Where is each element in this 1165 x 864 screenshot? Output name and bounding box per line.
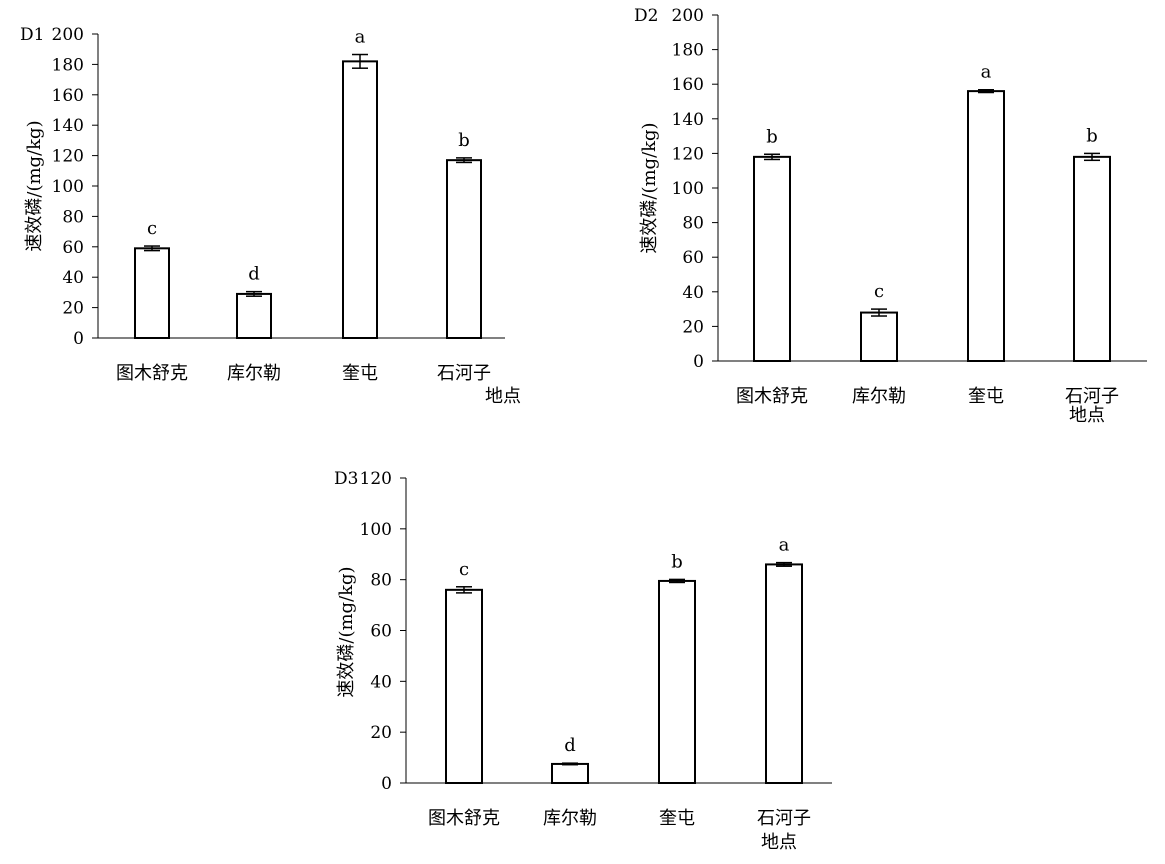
bar bbox=[753, 155, 791, 362]
significance-label: c bbox=[874, 281, 884, 302]
y-tick-label: 40 bbox=[682, 283, 704, 303]
y-tick-label: 100 bbox=[360, 520, 392, 540]
bar bbox=[967, 90, 1005, 363]
bar bbox=[446, 159, 482, 339]
significance-label: b bbox=[766, 126, 778, 147]
y-tick-label: 200 bbox=[52, 25, 84, 45]
significance-label: c bbox=[459, 559, 469, 580]
bar bbox=[342, 60, 378, 340]
y-tick-label: 20 bbox=[682, 317, 704, 337]
bar bbox=[658, 579, 696, 784]
y-tick-label: 0 bbox=[693, 352, 704, 372]
x-axis-label: 地点 bbox=[485, 386, 521, 407]
y-axis-label: 速效磷/(mg/kg) bbox=[24, 120, 45, 251]
y-tick-label: 120 bbox=[360, 469, 392, 489]
x-tick-label: 石河子 bbox=[1065, 386, 1119, 407]
x-tick-label: 奎屯 bbox=[342, 363, 378, 384]
x-tick-label: 图木舒克 bbox=[428, 808, 500, 829]
y-tick-label: 100 bbox=[52, 177, 84, 197]
y-tick-label: 40 bbox=[62, 268, 84, 288]
bar bbox=[236, 292, 272, 340]
y-tick-label: 20 bbox=[62, 299, 84, 319]
y-tick-label: 160 bbox=[672, 75, 704, 95]
x-axis-label: 地点 bbox=[1069, 405, 1105, 426]
significance-label: a bbox=[981, 62, 992, 83]
x-tick-label: 库尔勒 bbox=[543, 808, 597, 829]
significance-label: d bbox=[248, 264, 260, 285]
x-tick-label: 库尔勒 bbox=[227, 363, 281, 384]
y-tick-label: 200 bbox=[672, 6, 704, 26]
y-tick-label: 60 bbox=[370, 622, 392, 642]
y-tick-label: 40 bbox=[370, 672, 392, 692]
significance-label: d bbox=[564, 735, 576, 756]
chart-panel-d1: 0 20 40 60 80 100 120 140 160 180 200 D1 速效磷/(mg/kg)… bbox=[20, 25, 521, 407]
significance-label: a bbox=[779, 535, 790, 556]
significance-label: c bbox=[147, 218, 157, 239]
y-tick-label: 0 bbox=[73, 329, 84, 349]
y-tick-label: 120 bbox=[52, 147, 84, 167]
y-tick-label: 80 bbox=[682, 214, 704, 234]
x-tick-label: 奎屯 bbox=[659, 808, 695, 829]
panel-label: D2 bbox=[634, 6, 658, 26]
x-tick-label: 奎屯 bbox=[968, 386, 1004, 407]
x-tick-label: 石河子 bbox=[437, 363, 491, 384]
y-tick-label: 140 bbox=[672, 110, 704, 130]
y-tick-label: 120 bbox=[672, 144, 704, 164]
significance-label: b bbox=[671, 551, 683, 572]
y-axis-label: 速效磷/(mg/kg) bbox=[336, 566, 357, 697]
y-axis-label: 速效磷/(mg/kg) bbox=[639, 122, 660, 253]
panel-label: D3 bbox=[334, 469, 358, 489]
chart-panel-d2: 0 20 40 60 80 100 120 140 160 180 200 D2 速效磷/(mg/kg)… bbox=[634, 6, 1147, 426]
bar bbox=[860, 311, 898, 362]
y-tick-label: 80 bbox=[370, 571, 392, 591]
y-tick-label: 60 bbox=[62, 238, 84, 258]
bar bbox=[445, 588, 483, 784]
y-tick-label: 160 bbox=[52, 86, 84, 106]
bar bbox=[765, 563, 803, 785]
y-tick-label: 180 bbox=[672, 41, 704, 61]
x-tick-label: 石河子 bbox=[757, 808, 811, 829]
significance-label: b bbox=[1086, 125, 1098, 146]
y-tick-label: 180 bbox=[52, 55, 84, 75]
x-tick-label: 图木舒克 bbox=[736, 386, 808, 407]
x-tick-label: 库尔勒 bbox=[852, 386, 906, 407]
x-axis-label: 地点 bbox=[761, 832, 797, 853]
y-tick-label: 0 bbox=[381, 774, 392, 794]
y-tick-label: 80 bbox=[62, 207, 84, 227]
y-tick-label: 60 bbox=[682, 248, 704, 268]
panel-label: D1 bbox=[20, 25, 44, 45]
x-tick-label: 图木舒克 bbox=[116, 363, 188, 384]
significance-label: a bbox=[355, 27, 366, 48]
y-tick-label: 20 bbox=[370, 723, 392, 743]
bar bbox=[134, 247, 170, 340]
y-tick-label: 100 bbox=[672, 179, 704, 199]
significance-label: b bbox=[458, 130, 470, 151]
bar bbox=[1073, 155, 1111, 362]
bar bbox=[551, 762, 589, 784]
y-tick-label: 140 bbox=[52, 116, 84, 136]
